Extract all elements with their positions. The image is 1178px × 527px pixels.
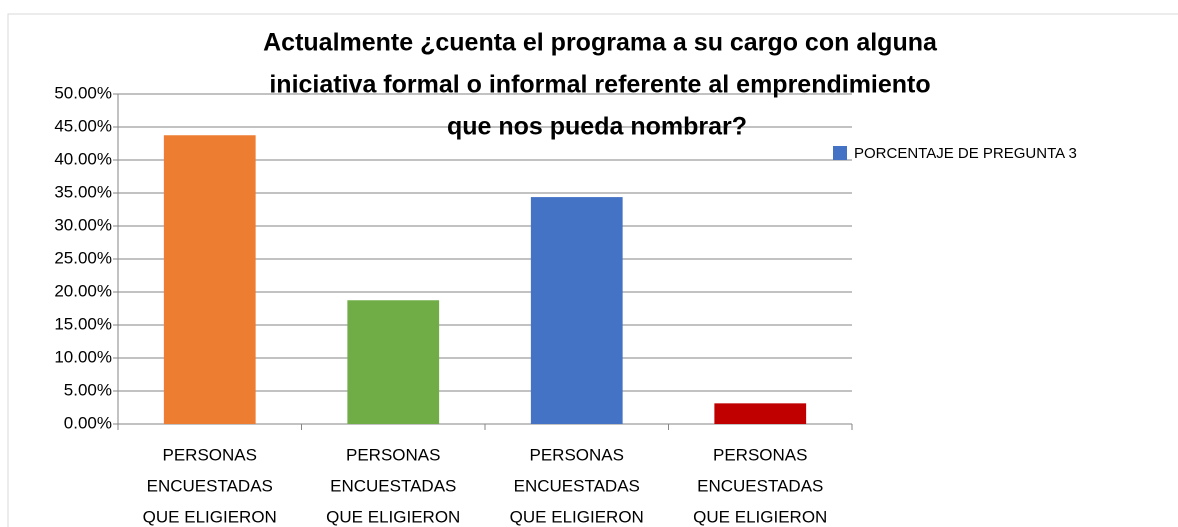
y-tick-label: 50.00% — [54, 83, 112, 102]
x-tick-label: PERSONAS — [163, 445, 257, 464]
y-tick-label: 20.00% — [54, 281, 112, 300]
y-tick-label: 0.00% — [64, 413, 112, 432]
y-tick-label: 10.00% — [54, 347, 112, 366]
chart-title: que nos pueda nombrar? — [447, 113, 747, 141]
x-tick-label: PERSONAS — [346, 445, 440, 464]
x-tick-label: QUE ELIGIERON — [326, 507, 460, 526]
bar — [347, 300, 440, 424]
y-tick-label: 30.00% — [54, 215, 112, 234]
y-tick-label: 5.00% — [64, 380, 112, 399]
chart-title: iniciativa formal o informal referente a… — [269, 71, 930, 99]
x-tick-label: ENCUESTADAS — [697, 476, 823, 495]
x-tick-label: PERSONAS — [713, 445, 807, 464]
x-tick-label: ENCUESTADAS — [147, 476, 273, 495]
y-tick-label: 40.00% — [54, 149, 112, 168]
y-tick-label: 35.00% — [54, 182, 112, 201]
bar — [714, 403, 807, 424]
x-tick-label: ENCUESTADAS — [330, 476, 456, 495]
x-tick-label: QUE ELIGIERON — [143, 507, 277, 526]
x-tick-label: QUE ELIGIERON — [693, 507, 827, 526]
bar — [530, 197, 623, 424]
chart-title: Actualmente ¿cuenta el programa a su car… — [263, 29, 938, 57]
y-tick-label: 25.00% — [54, 248, 112, 267]
legend-swatch — [833, 146, 847, 160]
x-tick-label: PERSONAS — [530, 445, 624, 464]
x-tick-label: QUE ELIGIERON — [510, 507, 644, 526]
x-tick-label: ENCUESTADAS — [514, 476, 640, 495]
y-tick-label: 45.00% — [54, 116, 112, 135]
y-tick-label: 15.00% — [54, 314, 112, 333]
bar — [163, 135, 256, 424]
legend-label: PORCENTAJE DE PREGUNTA 3 — [854, 145, 1077, 162]
